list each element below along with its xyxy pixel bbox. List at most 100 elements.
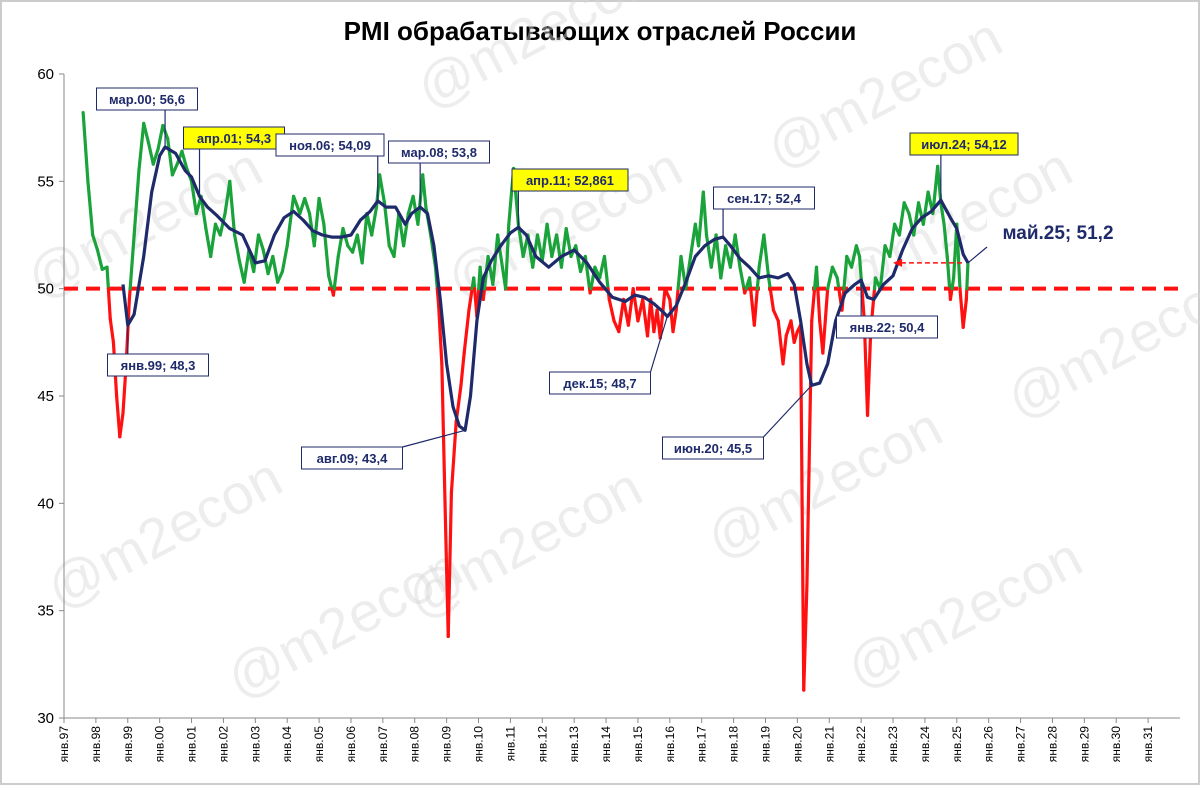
annotation-label: апр.11; 52,861	[526, 173, 614, 188]
x-tick-label: янв.25	[950, 726, 964, 763]
annotation-box	[549, 371, 651, 395]
pmi-segment	[421, 173, 428, 209]
pmi-segment	[878, 244, 887, 291]
x-tick-label: янв.22	[854, 726, 868, 763]
pmi-segment	[312, 196, 321, 248]
pmi-segment	[459, 351, 466, 387]
x-tick-label: янв.08	[408, 726, 422, 763]
x-tick-label: янв.27	[1014, 726, 1028, 763]
watermark-text: @m2econ	[996, 255, 1200, 431]
x-tick-label: янв.01	[185, 726, 199, 763]
annotation-leader	[402, 429, 466, 448]
y-tick-label: 45	[37, 388, 54, 405]
watermark-text: @m2econ	[836, 525, 1092, 701]
annotation-callout: апр.01; 54,3	[183, 126, 285, 197]
pmi-segment	[607, 297, 616, 323]
annotation-callout: июн.20; 45,5	[662, 384, 813, 460]
annotation-label: янв.99; 48,3	[121, 358, 196, 373]
pmi-segment	[631, 287, 640, 323]
pmi-segment	[830, 265, 839, 280]
pmi-segment	[814, 265, 820, 291]
pmi-segment	[719, 244, 728, 280]
pmi-segment	[467, 287, 474, 312]
pmi-segment	[336, 226, 345, 259]
pmi-segment	[209, 222, 218, 259]
x-tick-label: янв.18	[727, 726, 741, 763]
pmi-segment	[768, 287, 776, 312]
annotation-leader	[967, 246, 988, 264]
pmi-segment	[170, 162, 179, 177]
x-tick-label: янв.14	[599, 726, 613, 763]
pmi-segment	[252, 233, 261, 274]
annotation-box	[388, 140, 490, 164]
pmi-segment	[540, 222, 549, 263]
x-tick-label: янв.29	[1077, 726, 1091, 763]
pmi-segment	[271, 254, 280, 284]
pmi-segment	[671, 308, 678, 334]
pmi-segment	[589, 265, 597, 291]
pmi-segment	[285, 194, 296, 248]
x-tick-label: янв.19	[758, 726, 772, 763]
x-tick-label: янв.97	[57, 726, 71, 763]
annotation-box	[836, 315, 938, 339]
pmi-segment	[965, 261, 970, 291]
pmi-segment	[865, 330, 873, 417]
annotation-box	[96, 87, 198, 111]
pmi-segment	[218, 211, 227, 237]
pmi-segment	[821, 287, 830, 355]
x-tick-label: янв.26	[982, 726, 996, 763]
pmi-segment	[733, 233, 742, 269]
watermark-text: @m2econ	[696, 395, 952, 571]
pmi-segment	[132, 169, 141, 237]
x-tick-label: янв.12	[535, 726, 549, 763]
x-tick-label: янв.15	[631, 726, 645, 763]
x-tick-label: янв.06	[344, 726, 358, 763]
pmi-segment	[826, 265, 835, 291]
pmi-segment	[137, 121, 146, 173]
pmi-segment	[559, 226, 568, 269]
pmi-segment	[446, 491, 454, 639]
pmi-segment	[360, 211, 369, 265]
pmi-segment	[776, 319, 785, 366]
pmi-segment	[939, 201, 946, 226]
y-tick-label: 55	[37, 173, 54, 190]
annotation-callout: дек.15; 48,7	[549, 316, 668, 395]
pmi-segment	[810, 287, 817, 323]
annotation-box	[107, 353, 209, 377]
pmi-segment	[752, 287, 759, 327]
pmi-segment	[767, 276, 772, 291]
pmi-segment	[291, 194, 302, 216]
pmi-segment	[701, 190, 709, 237]
arrow-head-icon	[893, 258, 903, 267]
pmi-segment	[961, 297, 968, 329]
y-tick-label: 35	[37, 603, 54, 620]
annotation-leader	[763, 384, 813, 438]
x-tick-label: янв.20	[790, 726, 804, 763]
x-tick-label: янв.28	[1045, 726, 1059, 763]
pmi-segment	[232, 233, 241, 263]
pmi-segment	[771, 308, 780, 323]
pmi-segment	[897, 201, 906, 237]
x-tick-label: янв.02	[216, 726, 230, 763]
pmi-segment	[256, 233, 265, 252]
pmi-segment	[545, 222, 554, 259]
x-tick-label: янв.05	[312, 726, 326, 763]
chart-title: PMI обрабатывающих отраслей России	[343, 16, 857, 46]
series-trend	[121, 145, 970, 432]
x-tick-label: янв.21	[822, 726, 836, 763]
annotation-box	[662, 436, 764, 460]
pmi-segment	[189, 179, 198, 216]
pmi-segment	[835, 276, 841, 291]
watermark-text: @m2econ	[36, 445, 292, 621]
x-tick-label: янв.99	[121, 726, 135, 763]
pmi-segment	[105, 265, 110, 291]
annotation-callout: авг.09; 43,4	[301, 429, 466, 470]
annotation-callout: мар.00; 56,6	[96, 87, 198, 147]
pmi-segment	[921, 190, 930, 226]
pmi-segment	[392, 211, 401, 259]
pmi-segment	[151, 147, 160, 166]
pmi-segment	[942, 222, 949, 259]
pmi-segment	[228, 179, 237, 237]
pmi-segment	[805, 319, 814, 587]
